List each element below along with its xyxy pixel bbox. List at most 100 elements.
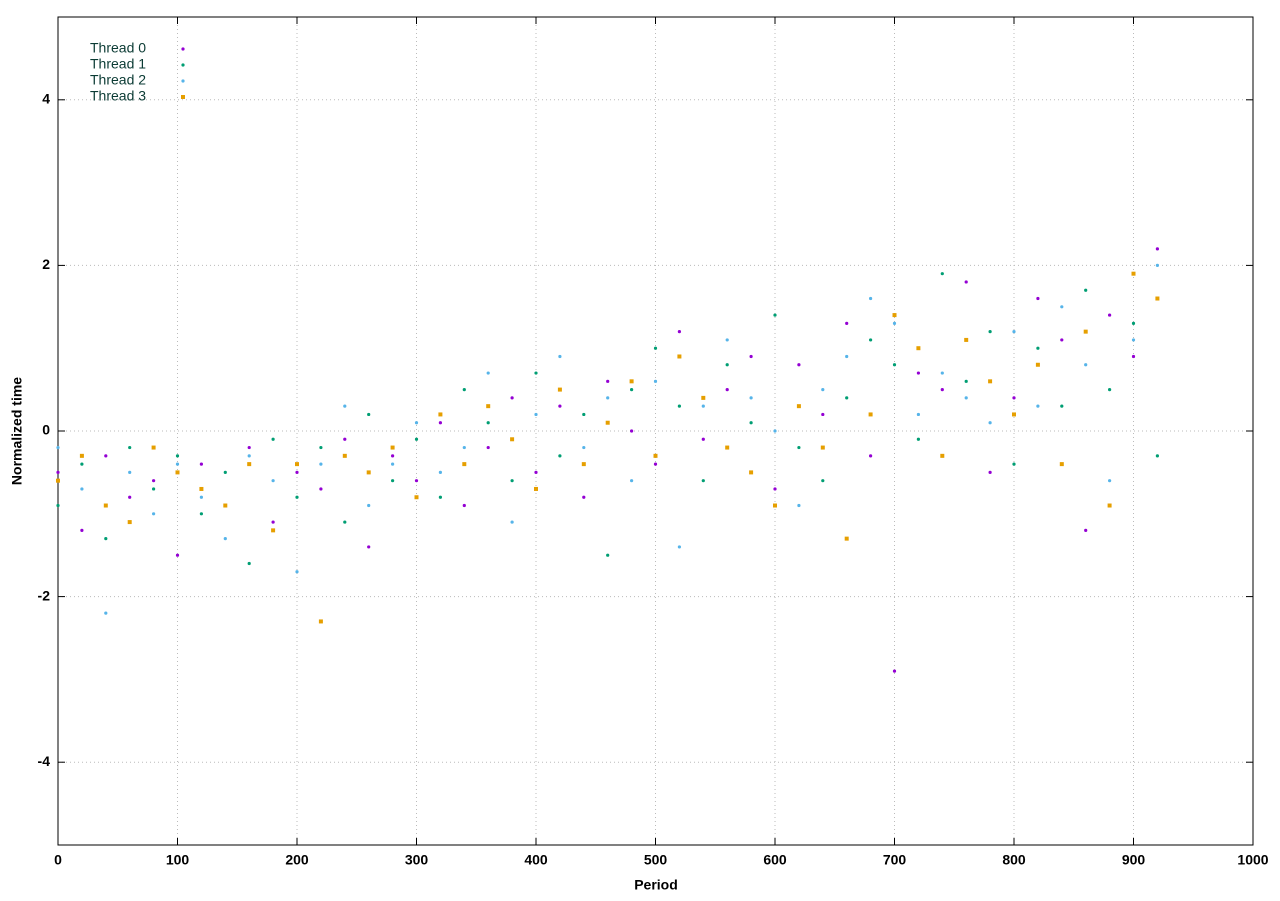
point <box>581 462 586 467</box>
point <box>56 445 60 450</box>
point <box>869 296 873 301</box>
point <box>366 470 371 475</box>
point <box>845 354 849 359</box>
y-tick-label: 2 <box>42 256 50 272</box>
point <box>725 363 729 367</box>
point <box>845 321 849 325</box>
point <box>964 337 969 342</box>
point <box>223 537 227 541</box>
point <box>128 445 132 450</box>
legend-label: Thread 1 <box>90 56 146 72</box>
point <box>175 553 180 557</box>
x-tick-label: 500 <box>644 852 668 868</box>
x-axis-label: Period <box>634 877 678 893</box>
point <box>271 528 276 533</box>
point <box>916 412 921 417</box>
point <box>558 354 562 359</box>
point <box>1012 412 1016 417</box>
point <box>486 404 491 409</box>
point <box>940 388 944 392</box>
point <box>1012 330 1016 334</box>
point <box>128 470 132 474</box>
point <box>701 395 706 400</box>
point <box>438 470 442 474</box>
point <box>773 429 777 433</box>
point <box>653 462 658 466</box>
point <box>964 396 968 400</box>
point <box>271 479 275 483</box>
point <box>199 495 203 499</box>
point <box>820 445 825 450</box>
point <box>940 453 945 458</box>
point <box>534 371 538 375</box>
point <box>749 354 753 359</box>
point <box>79 453 84 458</box>
x-tick-label: 900 <box>1122 852 1146 868</box>
y-tick-label: 0 <box>42 422 50 438</box>
point <box>103 503 108 508</box>
point <box>892 669 897 673</box>
point <box>844 536 849 541</box>
point <box>391 454 395 458</box>
point <box>1060 404 1064 408</box>
point <box>1083 329 1088 334</box>
point <box>534 412 538 417</box>
point <box>582 412 586 417</box>
x-tick-label: 200 <box>285 852 309 868</box>
point <box>152 487 156 491</box>
legend-marker <box>181 63 185 67</box>
point <box>653 346 658 350</box>
point <box>582 445 586 450</box>
point <box>677 354 682 359</box>
point <box>629 379 634 384</box>
point <box>1155 247 1159 251</box>
point <box>199 462 203 466</box>
point <box>630 388 634 392</box>
point <box>1131 271 1136 276</box>
point <box>104 537 108 541</box>
point <box>271 437 275 441</box>
point <box>773 313 777 317</box>
point <box>175 470 180 475</box>
point <box>56 470 60 474</box>
point <box>1059 462 1064 467</box>
point <box>821 412 825 417</box>
point <box>1084 363 1088 367</box>
point <box>104 611 108 615</box>
point <box>295 462 299 467</box>
point <box>964 280 968 284</box>
point <box>56 503 60 508</box>
point <box>438 495 442 499</box>
legend-label: Thread 0 <box>90 40 146 56</box>
point <box>486 445 490 450</box>
point <box>462 445 466 450</box>
point <box>582 495 586 499</box>
point <box>701 479 705 483</box>
point <box>1155 454 1159 458</box>
point <box>868 412 873 417</box>
point <box>988 379 993 384</box>
point <box>606 553 610 557</box>
point <box>797 503 801 508</box>
point <box>1035 362 1040 367</box>
point <box>916 371 921 375</box>
point <box>1060 305 1064 309</box>
point <box>725 445 730 450</box>
point <box>319 445 323 450</box>
point <box>1107 503 1112 508</box>
point <box>558 454 562 458</box>
point <box>1036 296 1040 301</box>
point <box>80 462 84 466</box>
point <box>606 379 610 383</box>
y-tick-label: 4 <box>42 91 50 107</box>
point <box>247 445 251 450</box>
point <box>749 396 753 400</box>
point <box>295 470 299 474</box>
point <box>414 479 419 483</box>
point <box>486 371 490 375</box>
point <box>80 487 84 491</box>
point <box>606 396 610 400</box>
point <box>1036 346 1040 350</box>
point <box>749 470 754 475</box>
